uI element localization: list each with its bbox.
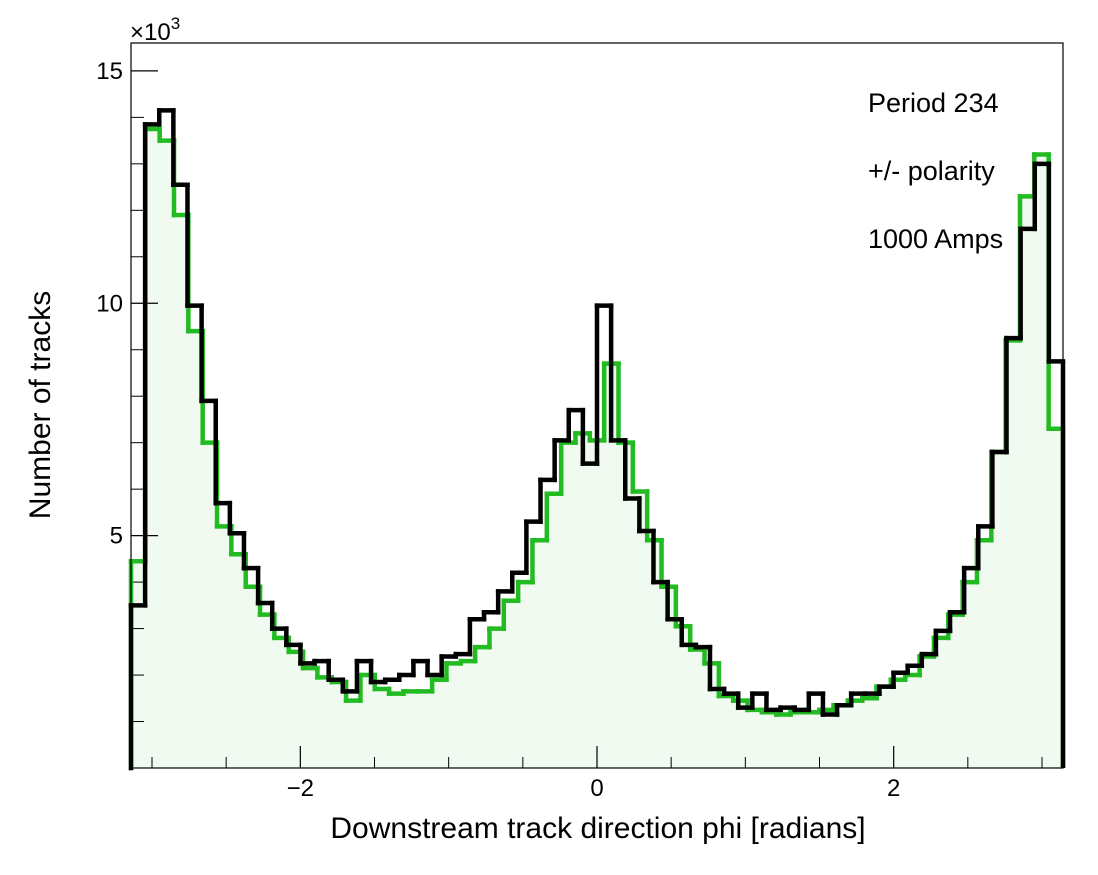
histogram-fill-layer <box>131 128 1064 769</box>
histogram-bin-fill <box>331 682 347 768</box>
histogram-bin-fill <box>618 442 634 768</box>
histogram-bin-fill <box>1048 428 1064 768</box>
histogram-bin-fill <box>202 442 218 768</box>
histogram-bin-fill <box>489 628 505 768</box>
histogram-bin-fill <box>1019 196 1035 769</box>
histogram-bin-fill <box>288 651 304 768</box>
histogram-bin-fill <box>661 586 677 768</box>
histogram-bin-fill <box>518 582 533 768</box>
annotation-period: Period 234 <box>868 88 999 118</box>
histogram-bin-fill <box>647 540 663 768</box>
histogram-bin-fill <box>962 582 978 768</box>
x-tick-label: 0 <box>590 775 603 802</box>
y-tick-label: 5 <box>110 523 123 550</box>
histogram-bin-fill <box>145 128 161 769</box>
histogram-bin-fill <box>847 700 863 768</box>
histogram-bin-fill <box>948 614 964 768</box>
histogram-bin-fill <box>546 493 562 768</box>
histogram-bin-fill <box>403 691 419 768</box>
histogram-bin-fill <box>790 712 806 768</box>
histogram-bin-fill <box>159 140 175 768</box>
histogram-bin-fill <box>303 668 318 768</box>
histogram-bin-fill <box>561 442 576 768</box>
histogram-bin-fill <box>245 586 261 768</box>
histogram-bin-fill <box>690 649 706 768</box>
histogram-bin-fill <box>446 663 462 768</box>
histogram-bin-fill <box>217 526 232 768</box>
histogram-bin-fill <box>761 712 777 768</box>
histogram-bin-fill <box>360 675 376 768</box>
y-tick-label: 10 <box>96 290 123 317</box>
y-axis-title: Number of tracks <box>24 291 57 519</box>
x-tick-label: −2 <box>287 775 314 802</box>
histogram-bin-fill <box>460 661 476 768</box>
x-axis-title: Downstream track direction phi [radians] <box>330 812 865 845</box>
annotation-polarity: +/- polarity <box>868 156 995 186</box>
histogram-bin-fill <box>317 677 333 768</box>
histogram-bin-fill <box>188 331 204 768</box>
histogram-bin-fill <box>274 637 290 768</box>
histogram-bin-fill <box>876 686 892 768</box>
histogram-bin-fill <box>733 700 749 768</box>
histogram-bin-fill <box>718 695 734 768</box>
histogram-bin-fill <box>604 363 620 768</box>
histogram-bin-fill <box>374 688 390 768</box>
histogram-bin-fill <box>919 656 935 768</box>
histogram-bin-fill <box>776 714 792 768</box>
histogram-bin-fill <box>905 675 921 768</box>
histogram-bin-fill <box>231 554 247 768</box>
y-tick-labels: 5 10 15 <box>96 58 123 550</box>
histogram-bin-fill <box>819 709 835 768</box>
histogram-bin-fill <box>432 679 447 768</box>
histogram-bin-fill <box>503 600 519 768</box>
histogram-bin-fill <box>747 709 763 768</box>
y-axis-multiplier: ×103 <box>130 14 180 46</box>
histogram-bin-fill <box>976 540 992 768</box>
histogram-bin-fill <box>632 491 648 768</box>
histogram-bin-fill <box>131 561 146 768</box>
histogram-bin-fill <box>475 647 490 768</box>
y-tick-label: 15 <box>96 58 123 85</box>
histogram-bin-fill <box>862 698 878 768</box>
histogram-bin-fill <box>991 451 1007 768</box>
histogram-bin-fill <box>389 693 404 768</box>
histogram-bin-fill <box>1034 154 1050 769</box>
x-tick-label: 2 <box>887 775 900 802</box>
histogram-bin-fill <box>575 433 591 768</box>
histogram-bin-fill <box>417 691 433 768</box>
plot-frame <box>130 42 1064 769</box>
histogram-bin-fill <box>260 614 275 768</box>
histogram-bin-fill <box>933 637 949 768</box>
histogram-bin-fill <box>589 440 605 768</box>
histogram-bin-fill <box>532 540 548 768</box>
histogram-bin-fill <box>804 712 820 768</box>
histogram-bin-fill <box>890 679 906 768</box>
annotation-current: 1000 Amps <box>868 224 1003 254</box>
histogram-bin-fill <box>1005 340 1021 768</box>
histogram-bin-fill <box>675 626 691 768</box>
histogram-bin-fill <box>346 700 361 768</box>
x-tick-labels: −2 0 2 <box>287 775 901 802</box>
histogram-series <box>128 108 1066 771</box>
histogram-bin-fill <box>833 705 849 768</box>
histogram-bin-fill <box>174 214 189 768</box>
